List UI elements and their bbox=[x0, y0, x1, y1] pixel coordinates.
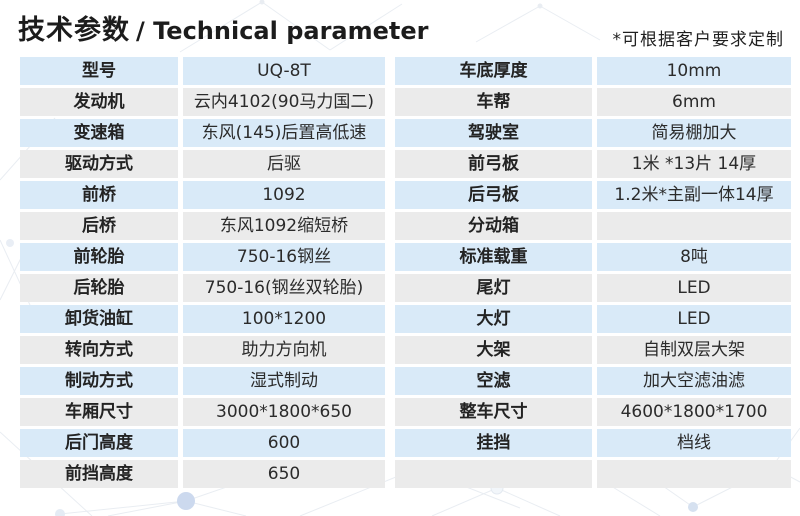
param-value-cell: 750-16钢丝 bbox=[183, 243, 385, 271]
table-row: 转向方式 助力方向机 bbox=[20, 336, 385, 364]
param-value-cell: 650 bbox=[183, 460, 385, 488]
table-row: 发动机 云内4102(90马力国二) bbox=[20, 88, 385, 116]
param-value-cell: 助力方向机 bbox=[183, 336, 385, 364]
param-label-cell: 大架 bbox=[395, 336, 592, 364]
param-label-cell: 车厢尺寸 bbox=[20, 398, 178, 426]
param-value-cell: 8吨 bbox=[597, 243, 791, 271]
table-row: 挂挡 档线 bbox=[395, 429, 791, 457]
param-label-cell: 尾灯 bbox=[395, 274, 592, 302]
param-value-cell: 简易棚加大 bbox=[597, 119, 791, 147]
param-label-cell: 车底厚度 bbox=[395, 57, 592, 85]
param-label-cell: 驱动方式 bbox=[20, 150, 178, 178]
param-value-cell: 4600*1800*1700 bbox=[597, 398, 791, 426]
param-label-cell: 后桥 bbox=[20, 212, 178, 240]
param-label-cell: 制动方式 bbox=[20, 367, 178, 395]
table-row: 分动箱 bbox=[395, 212, 791, 240]
param-value-cell: 1092 bbox=[183, 181, 385, 209]
table-row bbox=[395, 460, 791, 488]
param-label-cell: 分动箱 bbox=[395, 212, 592, 240]
param-value-cell: 3000*1800*650 bbox=[183, 398, 385, 426]
right-parameter-table: 车底厚度 10mm 车帮 6mm 驾驶室 简易棚加大 前弓板 1米 *13片 14厚 后弓板 1.… bbox=[395, 57, 791, 491]
table-row: 型号 UQ-8T bbox=[20, 57, 385, 85]
param-label-cell: 前挡高度 bbox=[20, 460, 178, 488]
param-value-cell: 后驱 bbox=[183, 150, 385, 178]
param-value-cell: 云内4102(90马力国二) bbox=[183, 88, 385, 116]
param-label-cell: 挂挡 bbox=[395, 429, 592, 457]
param-value-cell: 750-16(钢丝双轮胎) bbox=[183, 274, 385, 302]
param-label-cell: 整车尺寸 bbox=[395, 398, 592, 426]
table-row: 前弓板 1米 *13片 14厚 bbox=[395, 150, 791, 178]
param-label-cell: 驾驶室 bbox=[395, 119, 592, 147]
table-row: 车底厚度 10mm bbox=[395, 57, 791, 85]
param-value-cell bbox=[597, 212, 791, 240]
param-value-cell: 1米 *13片 14厚 bbox=[597, 150, 791, 178]
param-label-cell: 前桥 bbox=[20, 181, 178, 209]
param-value-cell: LED bbox=[597, 274, 791, 302]
param-label-cell: 车帮 bbox=[395, 88, 592, 116]
param-label-cell: 前弓板 bbox=[395, 150, 592, 178]
table-row: 车帮 6mm bbox=[395, 88, 791, 116]
param-label-cell: 后轮胎 bbox=[20, 274, 178, 302]
table-row: 后门高度 600 bbox=[20, 429, 385, 457]
param-value-cell: 600 bbox=[183, 429, 385, 457]
param-value-cell: 10mm bbox=[597, 57, 791, 85]
table-row: 变速箱 东风(145)后置高低速 bbox=[20, 119, 385, 147]
param-value-cell: UQ-8T bbox=[183, 57, 385, 85]
table-row: 整车尺寸 4600*1800*1700 bbox=[395, 398, 791, 426]
table-row: 后桥 东风1092缩短桥 bbox=[20, 212, 385, 240]
table-row: 车厢尺寸 3000*1800*650 bbox=[20, 398, 385, 426]
param-value-cell: 1.2米*主副一体14厚 bbox=[597, 181, 791, 209]
parameter-tables: 型号 UQ-8T 发动机 云内4102(90马力国二) 变速箱 东风(145)后置高低速驱… bbox=[20, 57, 791, 491]
table-row: 驾驶室 简易棚加大 bbox=[395, 119, 791, 147]
param-label-cell: 转向方式 bbox=[20, 336, 178, 364]
table-row: 大灯 LED bbox=[395, 305, 791, 333]
page-title-zh: 技术参数 bbox=[18, 15, 130, 46]
param-label-cell: 大灯 bbox=[395, 305, 592, 333]
page-title-en: / Technical parameter bbox=[136, 17, 429, 45]
table-row: 前桥 1092 bbox=[20, 181, 385, 209]
param-value-cell: 东风(145)后置高低速 bbox=[183, 119, 385, 147]
param-label-cell: 后弓板 bbox=[395, 181, 592, 209]
table-row: 后弓板 1.2米*主副一体14厚 bbox=[395, 181, 791, 209]
param-value-cell: 6mm bbox=[597, 88, 791, 116]
param-label-cell: 空滤 bbox=[395, 367, 592, 395]
param-value-cell: 100*1200 bbox=[183, 305, 385, 333]
table-row: 大架 自制双层大架 bbox=[395, 336, 791, 364]
param-value-cell: 加大空滤油滤 bbox=[597, 367, 791, 395]
table-row: 尾灯 LED bbox=[395, 274, 791, 302]
page-title: 技术参数 / Technical parameter bbox=[18, 8, 429, 47]
customization-note: *可根据客户要求定制 bbox=[612, 30, 784, 50]
param-label-cell: 后门高度 bbox=[20, 429, 178, 457]
param-label-cell: 型号 bbox=[20, 57, 178, 85]
table-row: 驱动方式 后驱 bbox=[20, 150, 385, 178]
param-value-cell: 自制双层大架 bbox=[597, 336, 791, 364]
param-value-cell: LED bbox=[597, 305, 791, 333]
table-row: 卸货油缸 100*1200 bbox=[20, 305, 385, 333]
param-label-cell: 变速箱 bbox=[20, 119, 178, 147]
page-header: 技术参数 / Technical parameter *可根据客户要求定制 bbox=[18, 8, 786, 52]
param-value-cell: 湿式制动 bbox=[183, 367, 385, 395]
table-row: 标准载重 8吨 bbox=[395, 243, 791, 271]
param-label-cell: 前轮胎 bbox=[20, 243, 178, 271]
table-row: 后轮胎 750-16(钢丝双轮胎) bbox=[20, 274, 385, 302]
param-label-cell: 发动机 bbox=[20, 88, 178, 116]
param-label-cell: 标准载重 bbox=[395, 243, 592, 271]
table-row: 空滤 加大空滤油滤 bbox=[395, 367, 791, 395]
table-row: 前轮胎 750-16钢丝 bbox=[20, 243, 385, 271]
param-value-cell: 档线 bbox=[597, 429, 791, 457]
left-parameter-table: 型号 UQ-8T 发动机 云内4102(90马力国二) 变速箱 东风(145)后置高低速驱… bbox=[20, 57, 385, 491]
param-label-cell bbox=[395, 460, 592, 488]
table-row: 制动方式 湿式制动 bbox=[20, 367, 385, 395]
param-value-cell bbox=[597, 460, 791, 488]
table-row: 前挡高度 650 bbox=[20, 460, 385, 488]
param-label-cell: 卸货油缸 bbox=[20, 305, 178, 333]
param-value-cell: 东风1092缩短桥 bbox=[183, 212, 385, 240]
